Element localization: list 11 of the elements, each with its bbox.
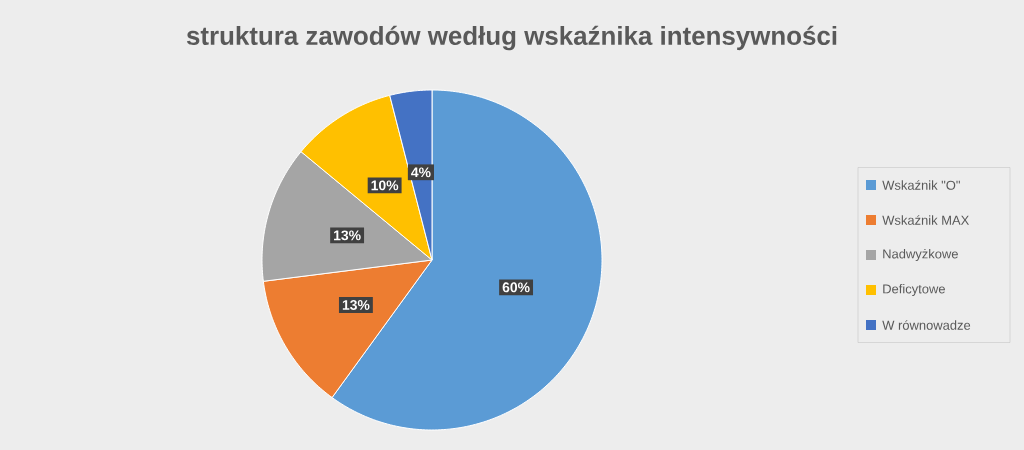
legend-label: Wskaźnik "O" <box>882 180 960 190</box>
legend-label: Deficytowe <box>883 283 945 297</box>
legend-label: W równowadze <box>882 320 971 330</box>
data-label: 4% <box>411 167 431 178</box>
legend-label: Wskaźnik MAX <box>882 215 969 225</box>
legend-label: Nadwyżkowe <box>883 248 958 262</box>
chart-title: struktura zawodów według wskaźnika intensywności <box>186 25 837 51</box>
data-label: 60% <box>502 282 530 293</box>
data-label: 10% <box>371 180 399 191</box>
data-label: 13% <box>342 300 370 310</box>
data-label: 13% <box>334 230 361 241</box>
